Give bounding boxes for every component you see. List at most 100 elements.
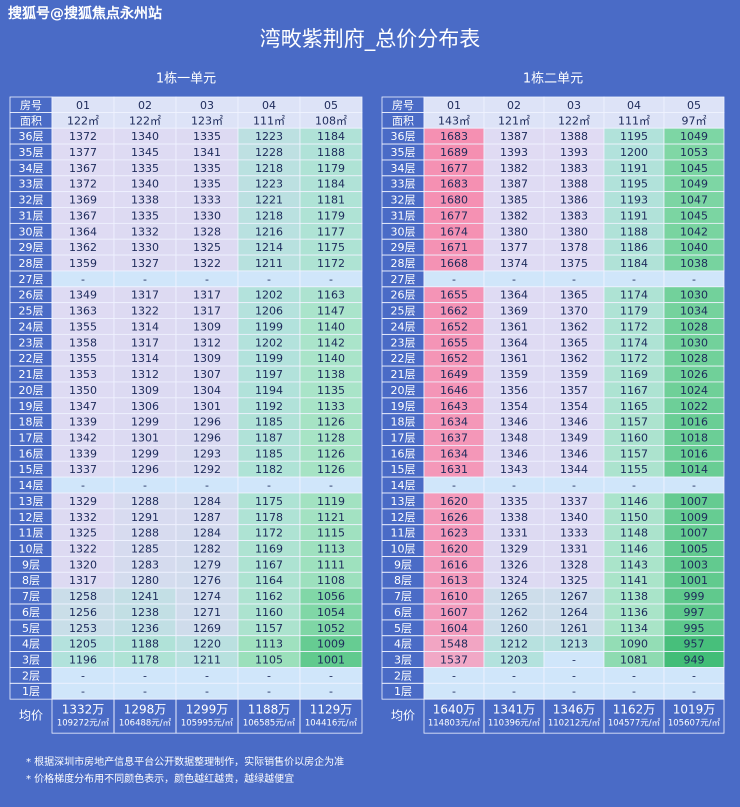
floor-label: 8层 xyxy=(22,574,40,587)
price-cell: 1054 xyxy=(317,606,345,619)
price-cell: 957 xyxy=(684,638,705,651)
floor-label: 30层 xyxy=(19,225,44,238)
price-cell: 1184 xyxy=(317,178,345,191)
price-cell: 1314 xyxy=(131,320,159,333)
price-cell: 1299 xyxy=(131,447,159,460)
price-cell: 1195 xyxy=(620,178,648,191)
price-cell: 1365 xyxy=(560,289,588,302)
price-cell: 1296 xyxy=(131,463,159,476)
price-cell: 1045 xyxy=(680,209,708,222)
cell xyxy=(663,698,725,734)
floor-label: 29层 xyxy=(391,241,416,254)
price-cell: 1626 xyxy=(440,511,468,524)
price-cell: 1359 xyxy=(560,368,588,381)
avg-total: 1162万 xyxy=(613,703,656,717)
avg-total: 1188万 xyxy=(248,703,291,717)
price-cell: 1007 xyxy=(680,527,708,540)
floor-label: 23层 xyxy=(19,336,44,349)
price-cell: 1346 xyxy=(560,416,588,429)
price-cell: 1271 xyxy=(193,606,221,619)
price-cell: 1194 xyxy=(255,384,283,397)
price-cell: 1338 xyxy=(500,511,528,524)
price-cell: 1196 xyxy=(69,654,97,667)
floor-label: 25层 xyxy=(391,305,416,318)
price-cell: 1367 xyxy=(69,209,97,222)
price-cell: 1038 xyxy=(680,257,708,270)
price-cell: 1312 xyxy=(193,336,221,349)
price-cell: 1184 xyxy=(317,130,345,143)
price-cell: - xyxy=(81,685,85,698)
price-cell: 1646 xyxy=(440,384,468,397)
price-cell: 1195 xyxy=(620,130,648,143)
price-cell: 1335 xyxy=(500,495,528,508)
price-cell: 1332 xyxy=(131,225,159,238)
price-cell: 949 xyxy=(684,654,705,667)
floor-label: 25层 xyxy=(19,305,44,318)
price-cell: 1146 xyxy=(620,542,648,555)
price-cell: - xyxy=(512,685,516,698)
unit-number: 05 xyxy=(687,99,701,112)
price-cell: - xyxy=(632,479,636,492)
avg-total: 1019万 xyxy=(673,703,716,717)
price-cell: 1221 xyxy=(255,194,283,207)
price-cell: - xyxy=(452,669,456,682)
price-cell: 1332 xyxy=(69,511,97,524)
price-cell: 1643 xyxy=(440,400,468,413)
floor-label: 16层 xyxy=(391,447,416,460)
avg-label: 均价 xyxy=(391,709,415,723)
floor-label: 1层 xyxy=(22,685,40,698)
price-cell: 1387 xyxy=(500,178,528,191)
price-cell: 1165 xyxy=(620,400,648,413)
price-cell: 1374 xyxy=(500,257,528,270)
price-cell: - xyxy=(143,479,147,492)
price-cell: 1362 xyxy=(69,241,97,254)
price-cell: 1218 xyxy=(255,209,283,222)
price-cell: - xyxy=(329,273,333,286)
price-cell: 1346 xyxy=(560,447,588,460)
price-cell: - xyxy=(632,669,636,682)
price-cell: 1604 xyxy=(440,622,468,635)
price-cell: - xyxy=(267,669,271,682)
avg-total: 1640万 xyxy=(433,703,476,717)
floor-label: 29层 xyxy=(19,241,44,254)
price-cell: 1325 xyxy=(193,241,221,254)
price-cell: 1364 xyxy=(500,336,528,349)
price-cell: 1375 xyxy=(560,257,588,270)
avg-total: 1341万 xyxy=(493,703,536,717)
price-cell: 1309 xyxy=(131,384,159,397)
avg-unit-price: 106585元/㎡ xyxy=(243,719,296,729)
price-cell: - xyxy=(572,654,576,667)
price-cell: 1329 xyxy=(69,495,97,508)
price-cell: 1335 xyxy=(193,162,221,175)
price-cell: 1026 xyxy=(680,368,708,381)
unit-area: 121㎡ xyxy=(498,114,530,127)
price-cell: 1296 xyxy=(193,431,221,444)
floor-label: 8层 xyxy=(394,574,412,587)
price-cell: 1284 xyxy=(193,527,221,540)
avg-total: 1332万 xyxy=(62,703,105,717)
price-cell: 1346 xyxy=(500,416,528,429)
floor-label: 17层 xyxy=(19,431,44,444)
price-cell: 1274 xyxy=(193,590,221,603)
price-cell: - xyxy=(267,685,271,698)
price-cell: 1340 xyxy=(560,511,588,524)
price-cell: 1339 xyxy=(69,416,97,429)
avg-unit-price: 105607元/㎡ xyxy=(668,719,721,729)
price-cell: - xyxy=(143,273,147,286)
floor-label: 11层 xyxy=(19,527,44,540)
price-cell: 1364 xyxy=(69,225,97,238)
price-cell: 1157 xyxy=(620,416,648,429)
price-cell: 1181 xyxy=(317,194,345,207)
watermark: 搜狐号@搜狐焦点永州站 xyxy=(8,5,162,22)
price-cell: 1324 xyxy=(500,574,528,587)
price-cell: - xyxy=(572,669,576,682)
floor-label: 34层 xyxy=(19,162,44,175)
price-cell: 1090 xyxy=(620,638,648,651)
price-cell: 1388 xyxy=(560,178,588,191)
price-cell: 1677 xyxy=(440,209,468,222)
price-cell: 1342 xyxy=(69,431,97,444)
price-cell: 1018 xyxy=(680,431,708,444)
price-cell: 1652 xyxy=(440,352,468,365)
price-cell: 1339 xyxy=(69,447,97,460)
table-caption: 1栋二单元 xyxy=(523,71,583,87)
